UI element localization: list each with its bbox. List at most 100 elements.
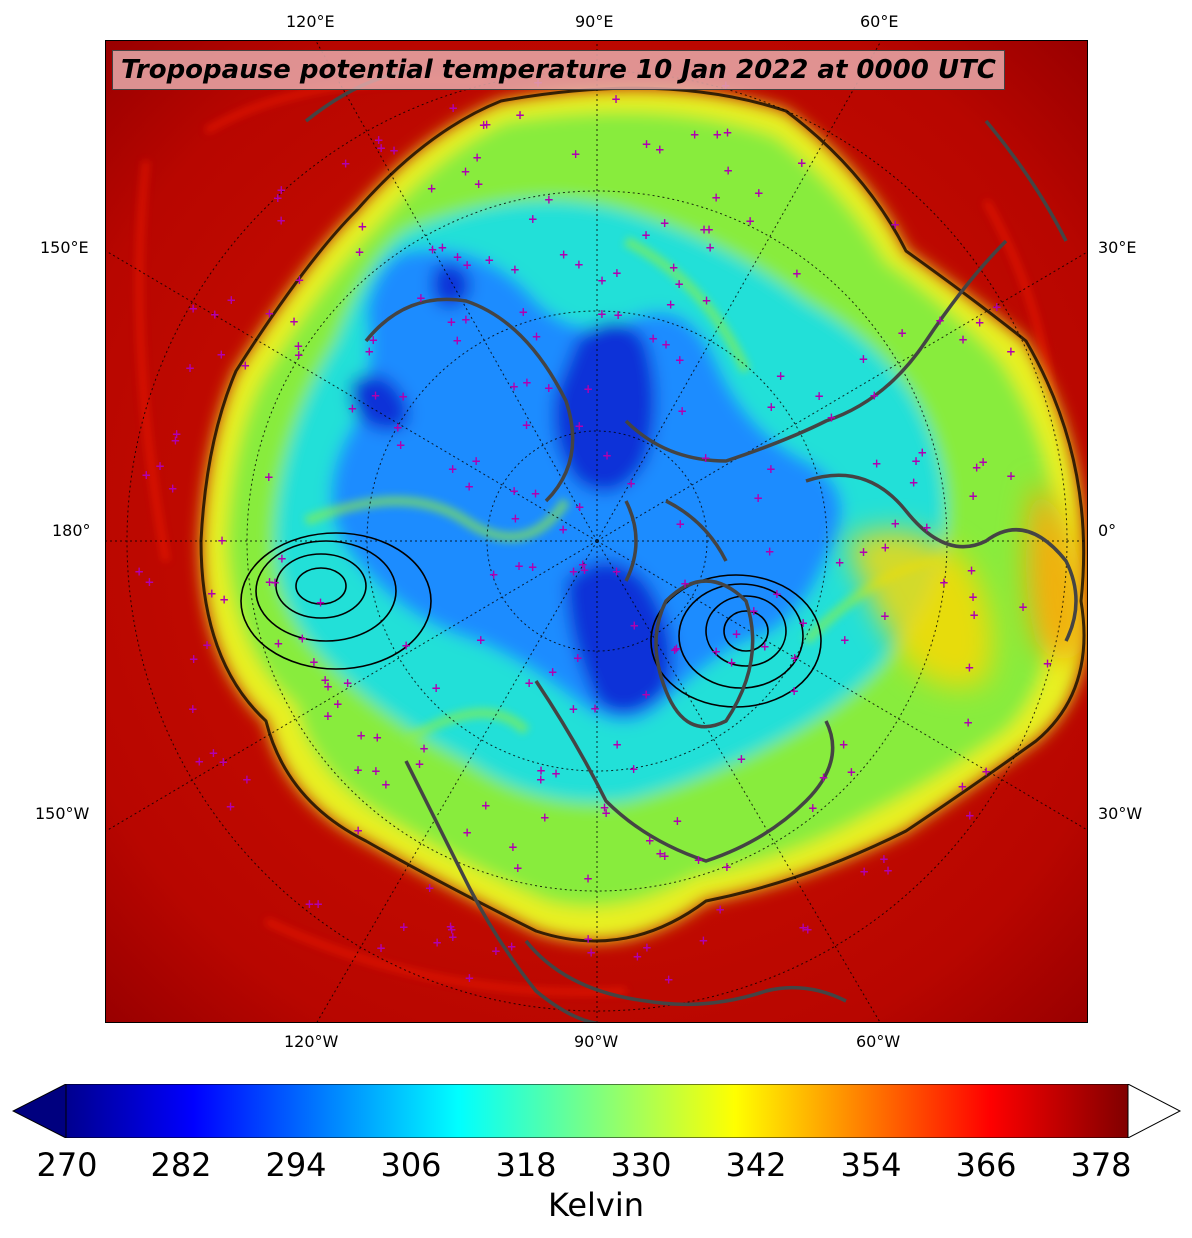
station-marker: + [448, 101, 458, 115]
station-marker: + [669, 260, 679, 274]
station-marker: + [645, 834, 655, 848]
station-marker: + [155, 459, 165, 473]
station-marker: + [626, 477, 636, 491]
map-panel: + + + + + + + + + + + + + + + + + + + + + + + + + + + + + + + + + + + + + + + +… [105, 40, 1088, 1023]
station-marker: + [754, 186, 764, 200]
station-marker: + [323, 680, 333, 694]
station-marker: + [240, 358, 250, 372]
station-marker: + [144, 575, 154, 589]
station-marker: + [448, 462, 458, 476]
station-marker: + [416, 291, 426, 305]
station-marker: + [698, 933, 708, 947]
station-marker: + [289, 314, 299, 328]
station-marker: + [1006, 469, 1016, 483]
station-marker: + [472, 150, 482, 164]
station-marker: + [935, 313, 945, 327]
station-marker: + [401, 638, 411, 652]
station-marker: + [513, 861, 523, 875]
station-marker: + [680, 576, 690, 590]
station-marker: + [655, 846, 665, 860]
station-marker: + [551, 767, 561, 781]
station-marker: + [660, 216, 670, 230]
station-marker: + [722, 126, 732, 140]
station-marker: + [981, 764, 991, 778]
lon-label-bottom-3: 60°W [856, 1032, 901, 1051]
graticule [106, 41, 1087, 1022]
station-marker: + [414, 757, 424, 771]
station-marker: + [461, 313, 471, 327]
station-marker: + [522, 376, 532, 390]
station-marker: + [536, 773, 546, 787]
station-marker: + [672, 814, 682, 828]
station-marker: + [445, 919, 455, 933]
station-marker: + [194, 755, 204, 769]
station-marker: + [536, 764, 546, 778]
colorbar-tick: 318 [495, 1146, 557, 1184]
lon-label-top-2: 90°E [575, 12, 614, 31]
station-marker: + [642, 941, 652, 955]
station-marker: + [508, 840, 518, 854]
station-marker: + [911, 454, 921, 468]
station-marker: + [381, 778, 391, 792]
colorbar-tick: 294 [265, 1146, 327, 1184]
station-marker: + [217, 533, 227, 547]
station-marker: + [966, 564, 976, 578]
station-marker: + [524, 676, 534, 690]
station-marker: + [939, 576, 949, 590]
station-marker: + [452, 334, 462, 348]
station-marker: + [452, 250, 462, 264]
colorbar-tick: 342 [725, 1146, 787, 1184]
station-marker: + [958, 333, 968, 347]
station-marker: + [476, 633, 486, 647]
station-marker: + [341, 156, 351, 170]
station-marker: + [727, 656, 737, 670]
europe-coast [805, 473, 1078, 642]
station-marker: + [583, 932, 593, 946]
station-marker: + [399, 920, 409, 934]
north-america-coast [404, 680, 835, 1022]
station-marker: + [574, 419, 584, 433]
station-marker: + [270, 576, 280, 590]
tropopause-theta-map: + + + + + + + + + + + + + + + + + + + + + + + + + + + + + + + + + + + + + + + +… [106, 41, 1087, 1022]
station-marker: + [814, 389, 824, 403]
station-marker: + [711, 190, 721, 204]
vortex-layers [201, 88, 1084, 942]
station-marker: + [210, 308, 220, 322]
station-marker: + [356, 729, 366, 743]
station-marker: + [172, 427, 182, 441]
station-marker: + [447, 923, 457, 937]
station-marker: + [629, 619, 639, 633]
colorbar-tick: 366 [955, 1146, 1017, 1184]
station-marker: + [573, 651, 583, 665]
station-marker: + [273, 191, 283, 205]
station-marker: + [353, 763, 363, 777]
station-marker: + [568, 702, 578, 716]
station-marker: + [474, 177, 484, 191]
colorbar-tick: 270 [36, 1146, 98, 1184]
station-marker: + [880, 609, 890, 623]
station-marker: + [880, 541, 890, 555]
colorbar-min-extend [11, 1083, 67, 1139]
station-marker: + [242, 773, 252, 787]
station-marker: + [489, 568, 499, 582]
station-marker: + [479, 118, 489, 132]
station-marker: + [432, 936, 442, 950]
station-marker: + [510, 263, 520, 277]
station-marker: + [736, 752, 746, 766]
deep-blue-core-1 [553, 321, 656, 493]
station-marker: + [376, 141, 386, 155]
station-marker: + [568, 565, 578, 579]
station-marker: + [170, 434, 180, 448]
lon-label-left-3: 150°W [35, 804, 90, 823]
station-marker: + [613, 308, 623, 322]
lon-label-top-3: 60°E [860, 12, 899, 31]
station-marker: + [722, 860, 732, 874]
station-marker: + [674, 277, 684, 291]
station-marker: + [1018, 600, 1028, 614]
station-marker: + [427, 182, 437, 196]
station-marker: + [398, 390, 408, 404]
station-marker: + [276, 213, 286, 227]
station-marker: + [372, 731, 382, 745]
station-marker: + [264, 306, 274, 320]
deep-blue-core-2 [351, 374, 409, 431]
